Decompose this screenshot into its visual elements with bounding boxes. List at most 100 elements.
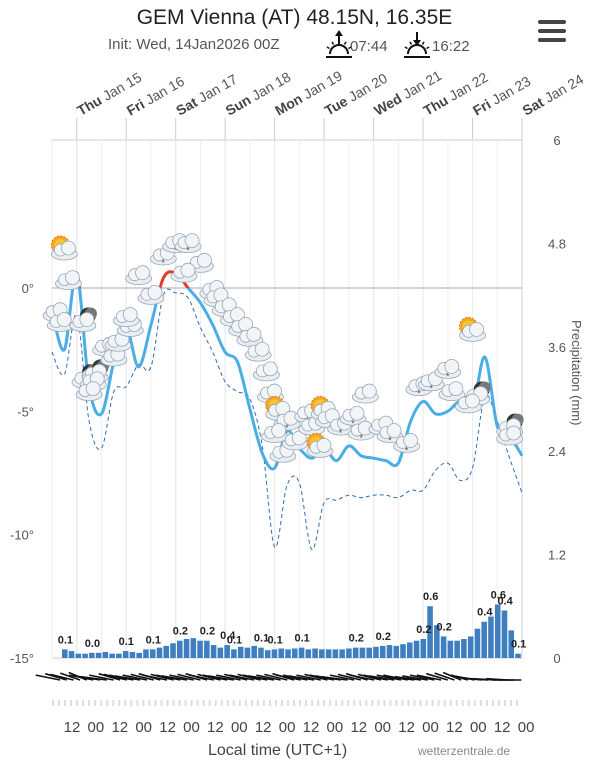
cloud-icon (252, 361, 280, 382)
cloud-shape (448, 381, 464, 397)
cloud-shape (469, 321, 484, 337)
tick-mark (341, 700, 344, 706)
precip-bar (244, 647, 251, 658)
precip-bar (271, 649, 278, 658)
snowflake-shape: * (162, 258, 166, 268)
wind-arrow (161, 675, 188, 681)
wind-arrow (349, 674, 375, 681)
precip-bar (393, 645, 400, 658)
precip-bar (366, 647, 372, 658)
precip-bar (488, 616, 494, 658)
tick-mark (419, 700, 422, 706)
wind-arrow (130, 673, 154, 681)
tick-mark (250, 700, 253, 706)
tick-mark (208, 700, 211, 706)
tick-mark (130, 700, 133, 706)
precip-bar (177, 640, 183, 658)
precip-bar (278, 648, 285, 658)
tick-mark (184, 700, 187, 706)
wind-arrow (237, 673, 261, 681)
precip-label: 0.4 (477, 607, 493, 619)
hour-label: 12 (64, 719, 81, 736)
snowflake-shape: * (359, 433, 363, 443)
init-subtitle: Init: Wed, 14Jan2026 00Z (108, 36, 282, 53)
wind-arrow (357, 673, 382, 681)
wind-arrow (248, 675, 275, 681)
cloud-icon (55, 270, 82, 291)
tick-mark (401, 700, 404, 706)
wind-arrow (177, 673, 201, 681)
precip-label: 0.2 (200, 626, 215, 638)
wind-arrow (169, 674, 194, 681)
hour-label: 12 (207, 719, 224, 736)
tick-mark (497, 700, 500, 706)
precip-bar (89, 652, 95, 658)
tick-mark (311, 700, 314, 706)
precip-label: 0.1 (146, 634, 161, 646)
wind-arrow (197, 673, 221, 681)
hour-label: 00 (374, 719, 391, 736)
wind-arrow (426, 672, 448, 681)
wind-arrow (387, 675, 415, 681)
tick-mark (190, 700, 193, 706)
tick-mark (172, 700, 175, 706)
right-tick-label: 0 (553, 651, 560, 666)
tick-mark (377, 700, 380, 706)
hamburger-menu-icon[interactable] (538, 20, 566, 42)
hour-label: 12 (446, 719, 463, 736)
cloud-icon (46, 312, 74, 332)
credit-link[interactable]: wetterzentrale.de (418, 744, 511, 758)
tick-mark (317, 700, 320, 706)
wind-arrow (114, 675, 141, 681)
cloud-icon (187, 252, 214, 273)
precip-label: 0.2 (349, 633, 364, 645)
left-tick-label: 0° (22, 281, 34, 296)
precip-label: 0.4 (220, 630, 236, 642)
tick-mark (64, 700, 67, 706)
wind-arrow (216, 674, 241, 681)
precip-bar (204, 640, 210, 658)
cloud-snow-icon: * (339, 405, 367, 428)
precip-bar (149, 649, 156, 658)
cloud-icon (244, 341, 272, 362)
precip-bar (474, 628, 481, 658)
precip-bar (163, 645, 170, 658)
wind-arrow (329, 674, 355, 681)
weather-icon-layer: ************** (42, 233, 524, 463)
wind-arrow (59, 672, 81, 681)
sun-ray (421, 41, 425, 45)
precip-bar (258, 647, 264, 658)
tick-mark (359, 700, 362, 706)
wind-arrow (150, 673, 174, 681)
tick-mark (214, 700, 217, 706)
tick-mark (118, 700, 121, 706)
dewpoint-line (51, 288, 523, 550)
hour-label: 00 (279, 719, 296, 736)
tick-mark (94, 700, 97, 706)
tick-mark (431, 700, 434, 706)
precip-label: 0.1 (294, 633, 309, 645)
cloud-shape (271, 423, 287, 438)
tick-mark (455, 700, 458, 706)
x-axis-label: Local time (UTC+1) (208, 742, 348, 759)
cloud-snow-icon: * (393, 432, 420, 455)
tick-mark (515, 700, 518, 706)
tick-mark (329, 700, 332, 706)
wind-arrow (80, 675, 107, 681)
cloud-icon (261, 423, 289, 443)
cloud-snow-icon: * (434, 358, 462, 381)
cloud-icon (236, 326, 264, 347)
cloud-shape (267, 383, 282, 399)
tick-mark (389, 700, 392, 706)
cloud-shape (254, 341, 270, 357)
hour-label: 12 (494, 719, 511, 736)
tick-mark (437, 700, 440, 706)
cloud-snow-icon: * (376, 423, 404, 446)
wind-arrow (45, 672, 67, 681)
cloud-icon (438, 381, 466, 402)
tick-mark (136, 700, 139, 706)
precip-bar (109, 653, 115, 658)
precip-label: 0.6 (423, 591, 438, 603)
sunrise-time: 07:44 (350, 38, 388, 55)
